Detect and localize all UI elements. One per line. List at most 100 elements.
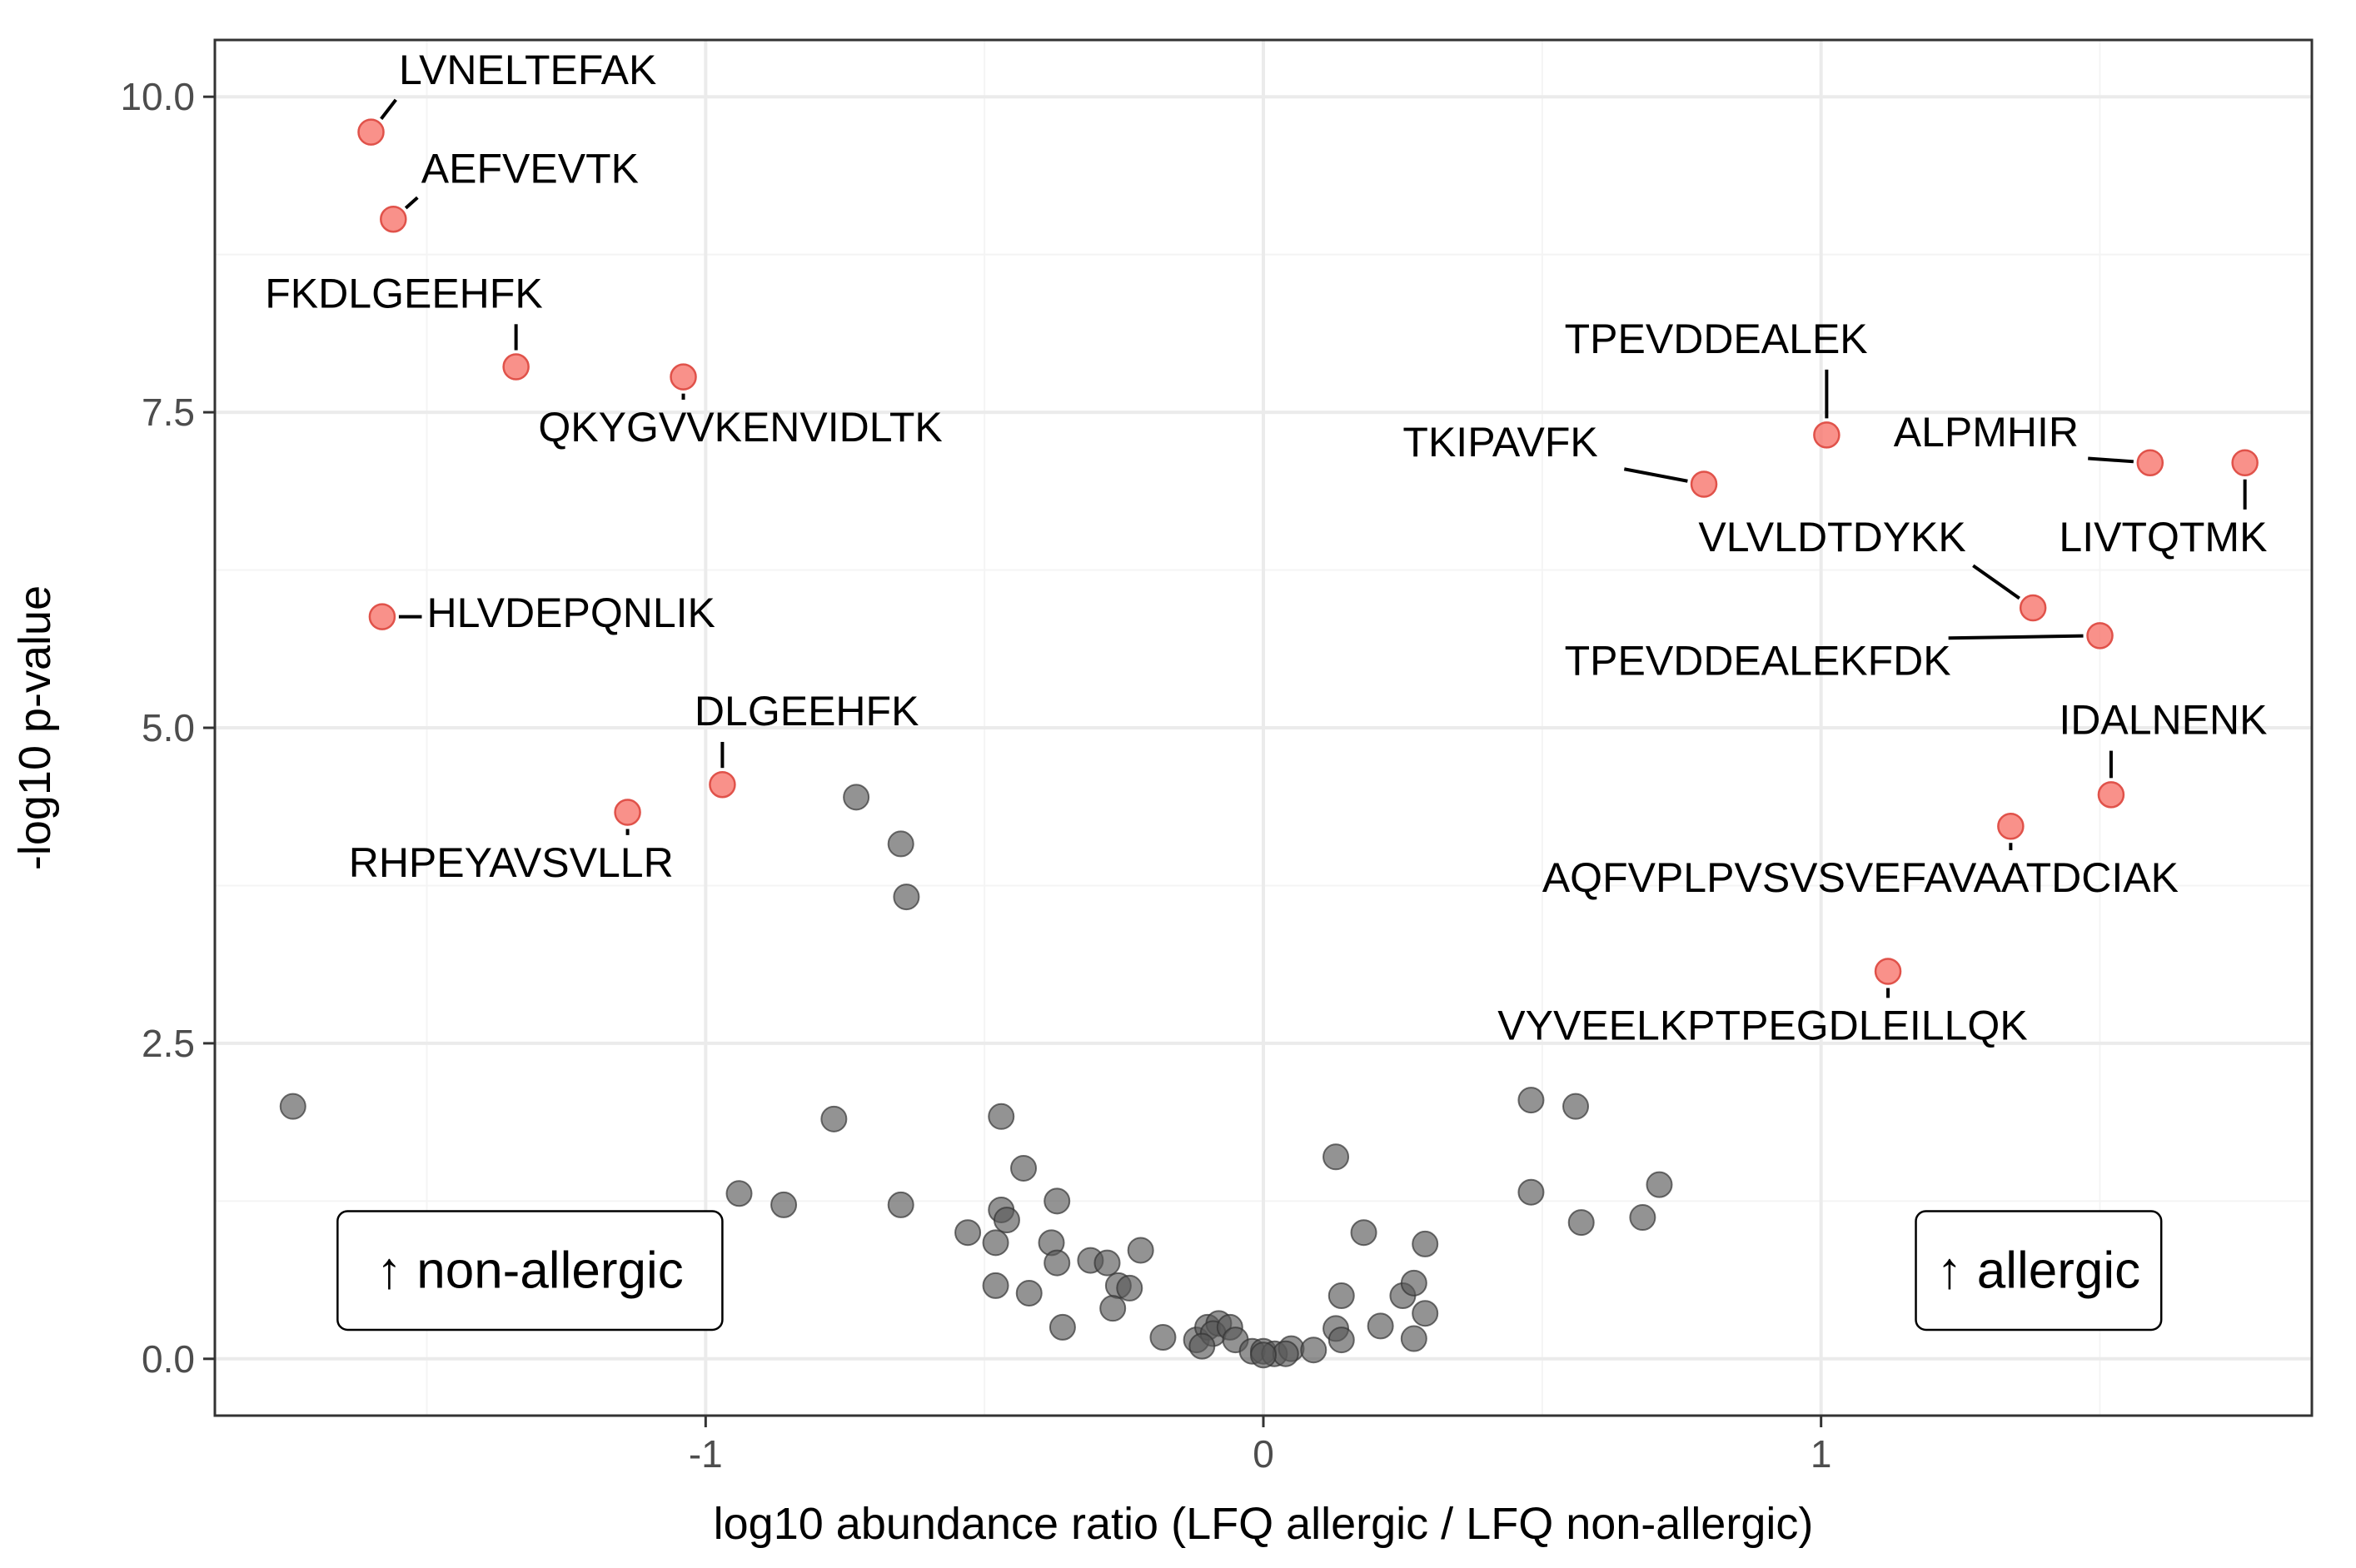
x-tick-label: -1 xyxy=(689,1432,723,1476)
nonsignificant-point xyxy=(887,1191,914,1218)
significant-point xyxy=(1690,470,1718,498)
point-label: DLGEEHFK xyxy=(695,688,919,734)
point-label: HLVDEPQNLIK xyxy=(426,590,715,636)
x-axis-title: log10 abundance ratio (LFQ allergic / LF… xyxy=(714,1499,1814,1549)
nonsignificant-point xyxy=(887,830,914,858)
nonsignificant-point xyxy=(1400,1269,1427,1297)
nonsignificant-point xyxy=(770,1191,798,1218)
significant-point xyxy=(2136,449,2164,476)
point-label: VYVEELKPTPEGDLEILLQK xyxy=(1497,1002,2027,1048)
nonsignificant-point xyxy=(1015,1279,1043,1307)
point-label: TKIPAVFK xyxy=(1402,419,1597,465)
label-connector xyxy=(404,196,419,210)
y-axis-title: -log10 p-value xyxy=(10,585,60,870)
significant-point xyxy=(2086,622,2114,650)
nonsignificant-point xyxy=(1300,1337,1327,1364)
nonsignificant-point xyxy=(982,1272,1009,1299)
nonsignificant-point xyxy=(1562,1093,1590,1120)
point-label: IDALNENK xyxy=(2059,697,2267,744)
grid-lines xyxy=(215,40,2312,1416)
nonsignificant-point xyxy=(1646,1171,1673,1198)
nonsignificant-point xyxy=(1517,1178,1545,1206)
nonsignificant-point xyxy=(993,1207,1020,1234)
panel-border xyxy=(213,38,2314,1417)
point-label: VLVLDTDYKK xyxy=(1698,514,1965,560)
nonsignificant-point xyxy=(1517,1087,1545,1114)
nonsignificant-point xyxy=(982,1229,1009,1257)
label-connector xyxy=(1972,564,2020,600)
nonsignificant-point xyxy=(1127,1237,1154,1264)
significant-point xyxy=(670,363,697,391)
nonsignificant-point xyxy=(1629,1204,1656,1232)
nonsignificant-point xyxy=(1099,1295,1127,1322)
point-label: QKYGVVKENVIDLTK xyxy=(538,404,942,450)
nonsignificant-point xyxy=(1272,1340,1299,1367)
nonsignificant-points xyxy=(279,784,1673,1369)
y-tick-label: 0.0 xyxy=(142,1337,195,1381)
point-label: LVNELTEFAK xyxy=(399,47,656,93)
nonsignificant-point xyxy=(954,1219,982,1247)
annotation-label: ↑ allergic xyxy=(1937,1242,2141,1300)
nonsignificant-point xyxy=(1188,1332,1216,1360)
significant-point xyxy=(2019,594,2047,622)
point-label: TPEVDDEALEK xyxy=(1565,316,1868,362)
label-connector xyxy=(1948,634,2084,640)
significant-point xyxy=(2097,781,2125,809)
y-tick-label: 2.5 xyxy=(142,1022,195,1065)
point-label: RHPEYAVSVLLR xyxy=(349,839,674,886)
nonsignificant-point xyxy=(820,1105,848,1132)
nonsignificant-point xyxy=(1044,1249,1071,1277)
significant-point xyxy=(1997,812,2025,840)
nonsignificant-point xyxy=(1412,1230,1439,1257)
label-connector xyxy=(2088,456,2134,464)
y-tick-label: 5.0 xyxy=(142,706,195,749)
label-connector xyxy=(1623,467,1688,483)
nonsignificant-point xyxy=(1149,1324,1177,1351)
nonsignificant-point xyxy=(893,884,920,911)
annotation-boxes: ↑ non-allergic ↑ allergic xyxy=(336,1210,2163,1332)
significant-point xyxy=(1874,958,1902,985)
significant-point xyxy=(709,770,736,799)
nonsignificant-point xyxy=(1116,1274,1143,1302)
nonsignificant-point xyxy=(725,1180,753,1207)
nonsignificant-point xyxy=(1044,1187,1071,1215)
significant-point xyxy=(502,353,530,381)
nonsignificant-point xyxy=(1048,1313,1076,1341)
nonsignificant-point xyxy=(1367,1312,1394,1340)
significant-point xyxy=(1813,421,1840,449)
nonsignificant-point xyxy=(1322,1143,1350,1171)
significant-point xyxy=(380,205,407,233)
y-tick-label: 7.5 xyxy=(142,391,195,434)
annotation-box xyxy=(1915,1210,2163,1332)
significant-points xyxy=(357,118,2259,985)
significant-point xyxy=(2231,449,2259,476)
point-label: FKDLGEEHFK xyxy=(265,270,542,316)
nonsignificant-point xyxy=(1567,1209,1595,1237)
nonsignificant-point xyxy=(1412,1300,1439,1327)
nonsignificant-point xyxy=(1327,1282,1355,1310)
significant-point xyxy=(614,799,641,826)
nonsignificant-point xyxy=(279,1093,306,1120)
point-labels: LVNELTEFAK AEFVEVTK FKDLGEEHFK QKYGVVKENVID… xyxy=(265,47,2267,1048)
nonsignificant-point xyxy=(1327,1327,1355,1354)
nonsignificant-point xyxy=(1010,1154,1038,1182)
point-label: AQFVPLPVSVSVEFAVAATDCIAK xyxy=(1542,854,2179,901)
point-label: AEFVEVTK xyxy=(421,145,639,192)
label-connectors xyxy=(380,98,2247,998)
y-tick-label: 10.0 xyxy=(120,75,195,118)
nonsignificant-point xyxy=(1400,1325,1427,1352)
nonsignificant-point xyxy=(843,784,870,811)
annotation-box xyxy=(336,1210,724,1332)
nonsignificant-point xyxy=(1350,1219,1377,1247)
point-label: LIVTQTMK xyxy=(2059,514,2267,560)
nonsignificant-point xyxy=(988,1103,1015,1130)
label-connector xyxy=(380,98,397,120)
point-label: TPEVDDEALEKFDK xyxy=(1565,637,1951,684)
annotation-label: ↑ non-allergic xyxy=(376,1242,684,1300)
x-tick-label: 1 xyxy=(1811,1432,1832,1476)
axis-ticks: -1 0 10.02.55.07.510.0 xyxy=(120,75,1831,1476)
nonsignificant-point xyxy=(1093,1249,1121,1277)
significant-point xyxy=(357,118,385,146)
